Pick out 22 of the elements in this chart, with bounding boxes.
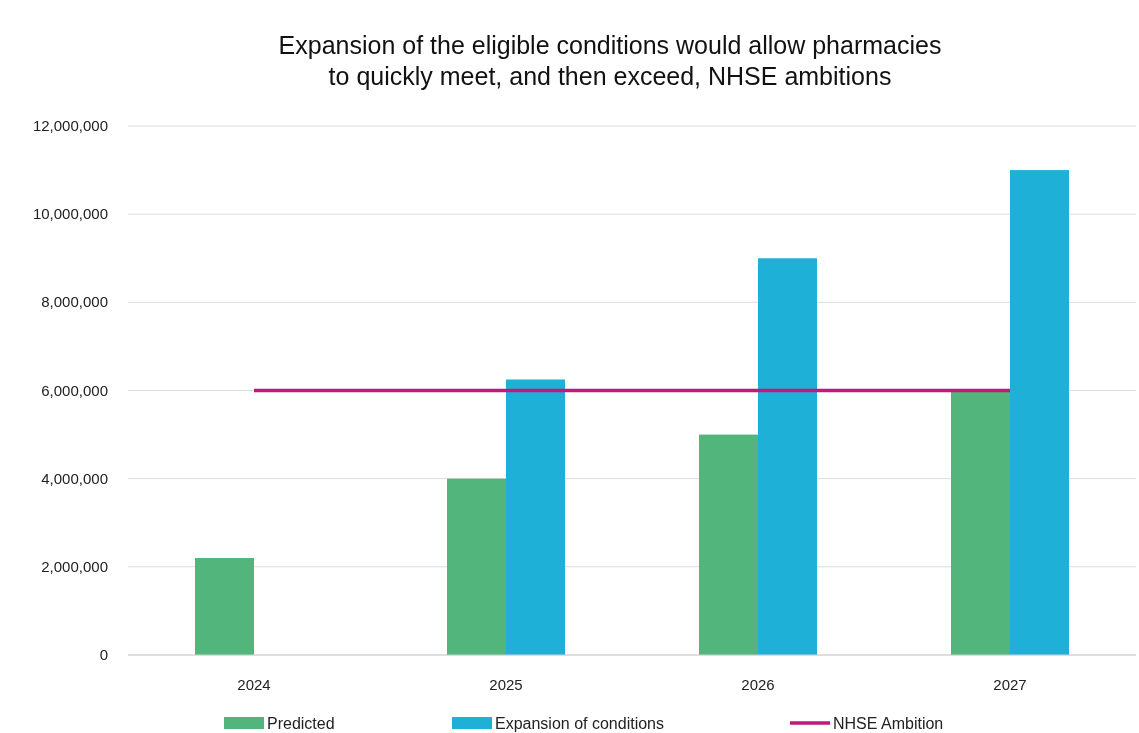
y-tick-label: 10,000,000 — [32, 205, 108, 223]
bar — [758, 258, 817, 655]
chart-title: Expansion of the eligible conditions would allow pharmacies to quickly meet, and then exceed, NHSE ambitions — [278, 31, 942, 90]
y-tick-label: 8,000,000 — [41, 293, 108, 311]
legend-label: NHSE Ambition — [833, 715, 944, 732]
bar — [506, 379, 565, 655]
x-tick-label: 2024 — [237, 676, 271, 693]
y-tick-label: 6,000,000 — [41, 381, 108, 399]
legend-label: Predicted — [267, 715, 335, 732]
y-tick-label: 2,000,000 — [41, 557, 108, 575]
bar — [951, 390, 1010, 655]
bar — [195, 558, 254, 655]
legend-label: Expansion of conditions — [495, 715, 664, 732]
y-tick-label: 4,000,000 — [41, 469, 108, 487]
bar — [1010, 170, 1069, 655]
x-tick-label: 2026 — [741, 676, 775, 693]
x-tick-label: 2025 — [489, 676, 523, 693]
y-tick-label: 12,000,000 — [32, 117, 108, 134]
bar — [447, 478, 506, 655]
x-tick-label: 2027 — [993, 676, 1027, 693]
y-tick-label: 0 — [99, 646, 108, 663]
bar — [699, 434, 758, 655]
